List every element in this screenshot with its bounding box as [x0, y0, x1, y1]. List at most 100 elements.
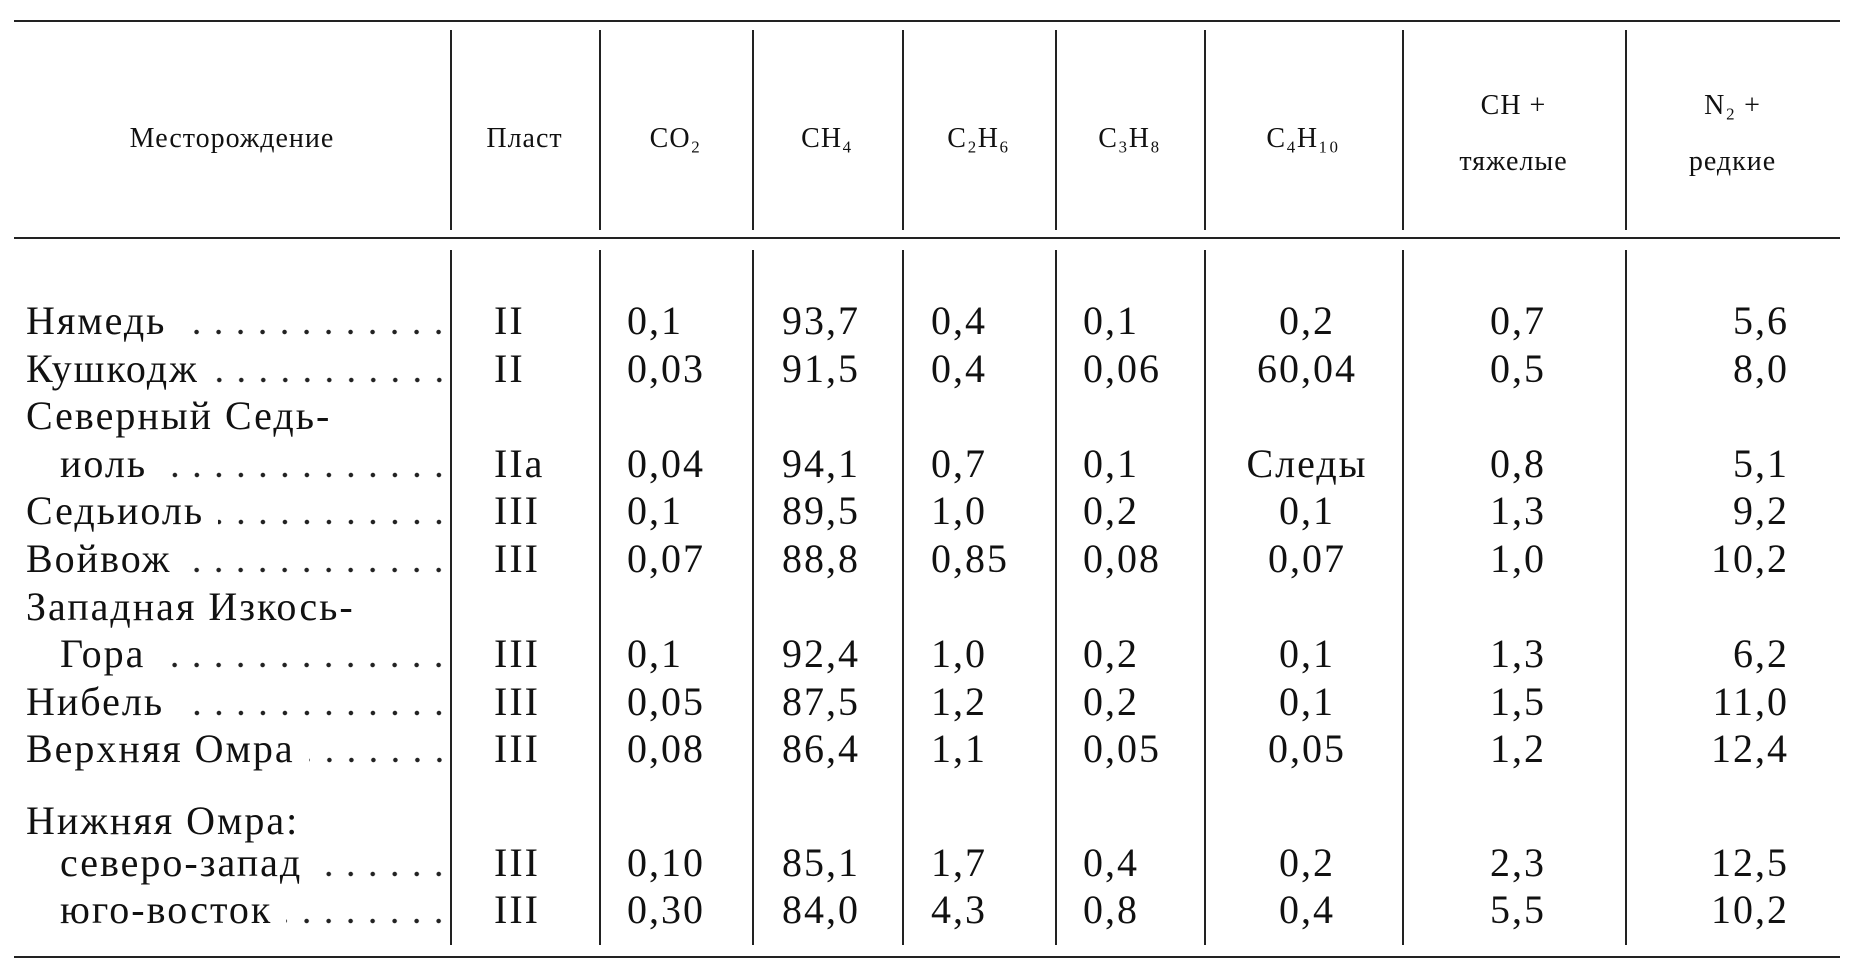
column-rule	[902, 30, 904, 230]
name-text: Верхняя Омра	[26, 726, 295, 772]
name-text: юго-восток	[60, 887, 273, 933]
column-header: CH₄	[801, 123, 853, 154]
name-text: Седьиоль	[26, 488, 205, 534]
column-rule	[1625, 250, 1627, 945]
value-cell: 0,04	[627, 440, 705, 486]
value-cell: 0,1	[1279, 488, 1335, 534]
value-cell: 0,08	[627, 726, 705, 772]
column-rule	[752, 30, 754, 230]
column-rule	[1204, 250, 1206, 945]
value-cell: 0,8	[1083, 887, 1139, 933]
column-rule	[1625, 30, 1627, 230]
name-text: иоль	[60, 440, 148, 486]
value-cell: 0,1	[627, 631, 683, 677]
name-text: Западная Изкось-	[26, 583, 355, 629]
value-cell: 5,5	[1490, 887, 1546, 933]
value-cell: 1,0	[931, 631, 987, 677]
column-rule	[1402, 250, 1404, 945]
column-header: Пласт	[486, 123, 563, 154]
column-rule	[450, 30, 452, 230]
value-cell: 1,3	[1490, 488, 1546, 534]
leader-dots	[218, 517, 450, 528]
value-cell: 85,1	[782, 839, 860, 885]
value-cell: 0,2	[1083, 488, 1139, 534]
column-header: редкие	[1688, 146, 1777, 177]
column-header: тяжелые	[1459, 146, 1568, 177]
column-header: CO₂	[649, 123, 702, 154]
column-rule	[599, 250, 601, 945]
value-cell: 0,4	[1279, 887, 1335, 933]
value-cell: III	[494, 678, 540, 724]
value-cell: 0,4	[931, 298, 987, 343]
column-rule	[1204, 30, 1206, 230]
value-cell: 5,1	[1733, 440, 1789, 486]
value-cell: 0,4	[1083, 839, 1139, 885]
value-cell: III	[494, 887, 540, 933]
leader-dots	[212, 374, 450, 385]
value-cell: 0,2	[1279, 298, 1335, 343]
column-rule	[902, 250, 904, 945]
value-cell: II	[494, 298, 525, 343]
value-cell: 0,8	[1490, 440, 1546, 486]
value-cell: III	[494, 631, 540, 677]
value-cell: 87,5	[782, 678, 860, 724]
value-cell: 10,2	[1711, 536, 1789, 581]
value-cell: 1,2	[1490, 726, 1546, 772]
value-cell: II	[494, 345, 525, 391]
name-text: Нямедь	[26, 298, 167, 343]
value-cell: 5,6	[1733, 298, 1789, 343]
value-cell: 0,1	[627, 488, 683, 534]
column-header: CH +	[1480, 90, 1547, 121]
row-name: Кушкодж	[26, 348, 456, 389]
value-cell: 88,8	[782, 536, 860, 581]
row-name: Гора	[60, 634, 456, 674]
value-cell: 1,5	[1490, 678, 1546, 724]
value-cell: III	[494, 839, 540, 885]
value-cell: 1,0	[1490, 536, 1546, 581]
value-cell: 0,30	[627, 887, 705, 933]
value-cell: 0,05	[1083, 726, 1161, 772]
value-cell: 0,4	[931, 345, 987, 391]
value-cell: 0,1	[1279, 631, 1335, 677]
column-header: C₃H₈	[1098, 123, 1161, 154]
value-cell: 4,3	[931, 887, 987, 933]
value-cell: 91,5	[782, 345, 860, 391]
value-cell: 0,08	[1083, 536, 1161, 581]
value-cell: 0,1	[627, 298, 683, 343]
value-cell: 6,2	[1733, 631, 1789, 677]
name-text: Гора	[60, 631, 146, 677]
value-cell: 0,06	[1083, 345, 1161, 391]
row-name: Верхняя Омра	[26, 729, 456, 769]
value-cell: III	[494, 726, 540, 772]
value-cell: 0,2	[1279, 839, 1335, 885]
value-cell: 8,0	[1733, 345, 1789, 391]
name-text: Войвож	[26, 536, 172, 581]
value-cell: 10,2	[1711, 887, 1789, 933]
leader-dots	[308, 755, 450, 766]
row-name: Нямедь	[26, 301, 456, 341]
value-cell: 0,7	[1490, 298, 1546, 343]
row-name: Войвож	[26, 539, 456, 579]
value-cell: 0,05	[627, 678, 705, 724]
column-rule	[752, 250, 754, 945]
leader-dots	[161, 469, 450, 480]
value-cell: 0,1	[1083, 298, 1139, 343]
value-cell: 60,04	[1257, 345, 1357, 391]
value-cell: 0,2	[1083, 678, 1139, 724]
value-cell: 12,5	[1711, 839, 1789, 885]
value-cell: 84,0	[782, 887, 860, 933]
column-header: C₂H₆	[947, 123, 1010, 154]
leader-dots	[286, 916, 450, 927]
value-cell: 89,5	[782, 488, 860, 534]
value-cell: Следы	[1246, 440, 1368, 486]
value-cell: 1,0	[931, 488, 987, 534]
value-cell: 86,4	[782, 726, 860, 772]
top-rule	[14, 20, 1840, 22]
value-cell: III	[494, 536, 540, 581]
value-cell: 0,7	[931, 440, 987, 486]
value-cell: 0,03	[627, 345, 705, 391]
row-name: иоль	[60, 440, 456, 486]
column-rule	[1055, 30, 1057, 230]
name-text: Северный Седь-	[26, 393, 332, 439]
value-cell: 1,1	[931, 726, 987, 772]
